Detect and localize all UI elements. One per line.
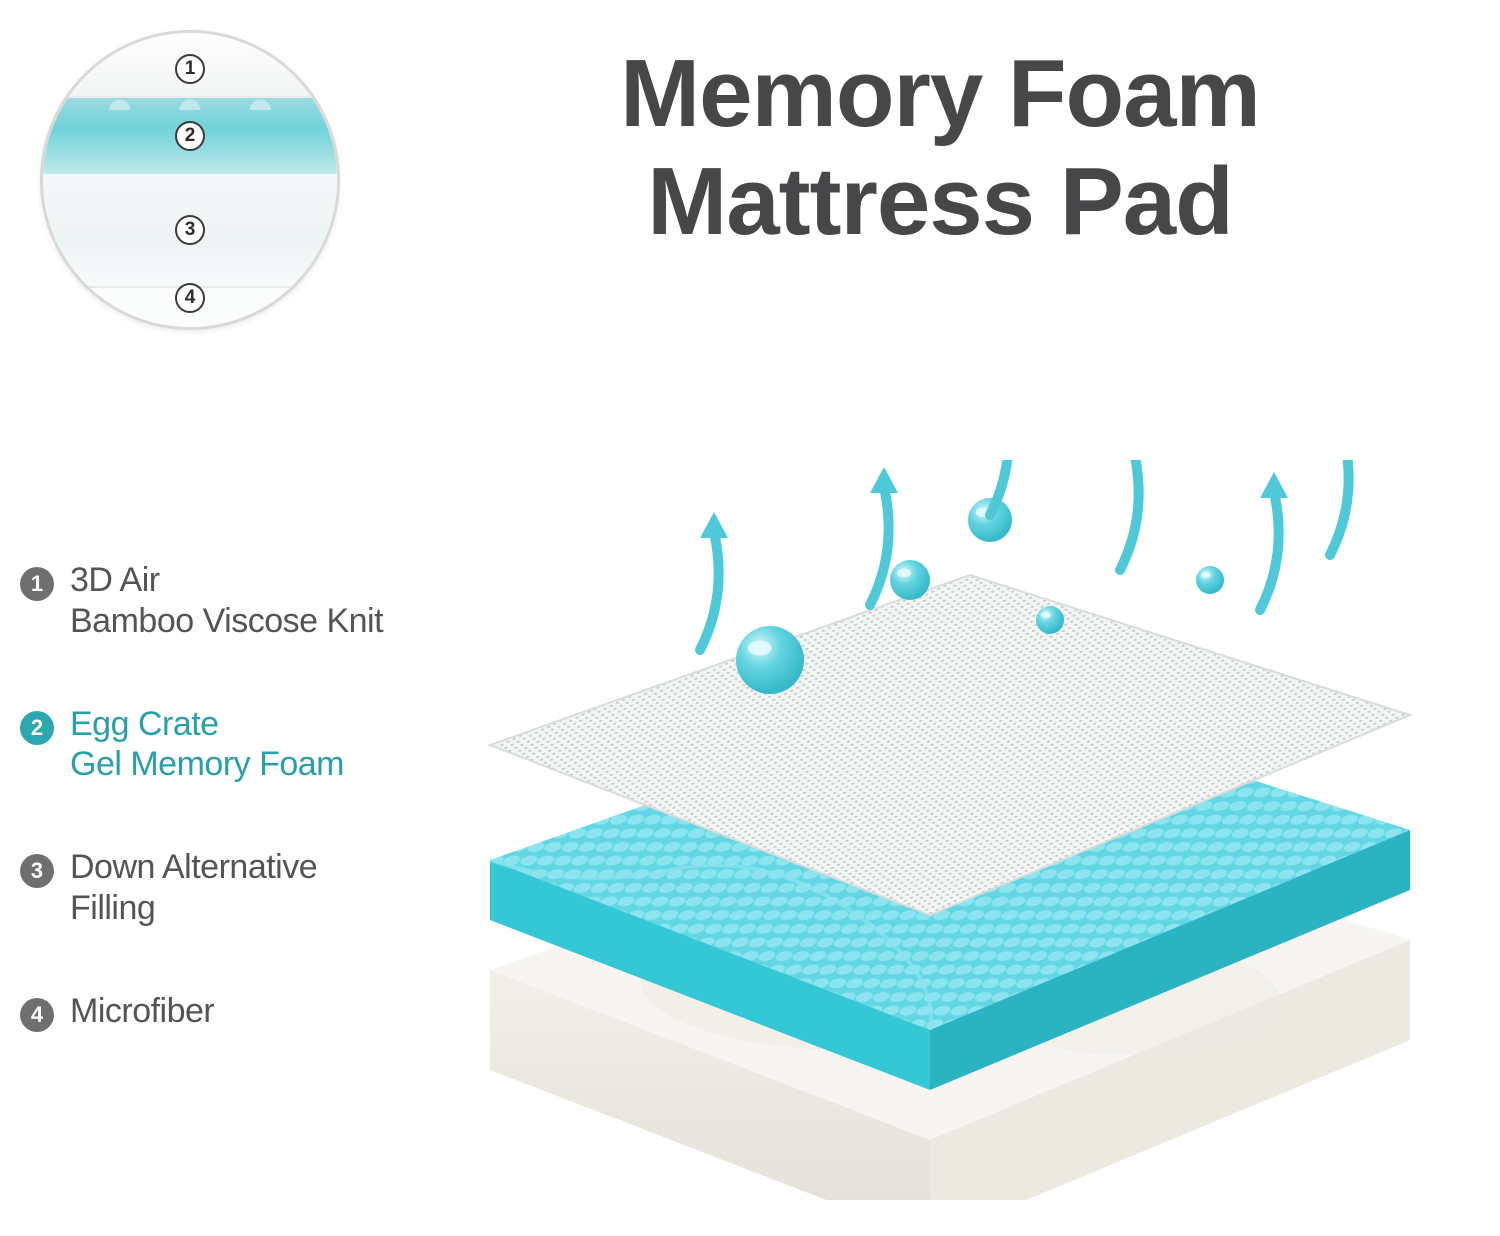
badge-number-1: 1: [175, 54, 205, 84]
legend-bullet-2: 2: [20, 711, 54, 745]
layer-legend: 1 3D Air Bamboo Viscose Knit 2 Egg Crate…: [20, 560, 383, 1094]
bubble: [1036, 606, 1064, 634]
cross-section-badge: 1 2 3 4: [40, 30, 340, 330]
legend-item-1: 1 3D Air Bamboo Viscose Knit: [20, 560, 383, 642]
badge-number-2: 2: [175, 121, 205, 151]
badge-number-3: 3: [175, 215, 205, 245]
legend-item-3: 3 Down Alternative Filling: [20, 847, 383, 929]
legend-bullet-3: 3: [20, 854, 54, 888]
bubble: [1196, 566, 1224, 594]
layers-svg: [430, 460, 1450, 1200]
bubble: [890, 560, 930, 600]
legend-item-4: 4 Microfiber: [20, 991, 383, 1032]
bubble: [736, 626, 804, 694]
title-line-1: Memory Foam: [420, 40, 1460, 148]
legend-bullet-4: 4: [20, 998, 54, 1032]
airflow-arrow: [1260, 472, 1288, 610]
exploded-layers-illustration: [430, 460, 1450, 1200]
legend-label-4: Microfiber: [70, 991, 214, 1032]
legend-item-2: 2 Egg Crate Gel Memory Foam: [20, 704, 383, 786]
title-line-2: Mattress Pad: [420, 148, 1460, 256]
badge-number-4: 4: [175, 283, 205, 313]
legend-label-1: 3D Air Bamboo Viscose Knit: [70, 560, 383, 642]
airflow-arrow: [700, 512, 728, 650]
legend-label-3: Down Alternative Filling: [70, 847, 317, 929]
airflow-arrow: [1120, 460, 1148, 570]
legend-label-2: Egg Crate Gel Memory Foam: [70, 704, 344, 786]
legend-bullet-1: 1: [20, 567, 54, 601]
page-title: Memory Foam Mattress Pad: [420, 40, 1460, 255]
airflow-arrow: [1330, 460, 1358, 555]
